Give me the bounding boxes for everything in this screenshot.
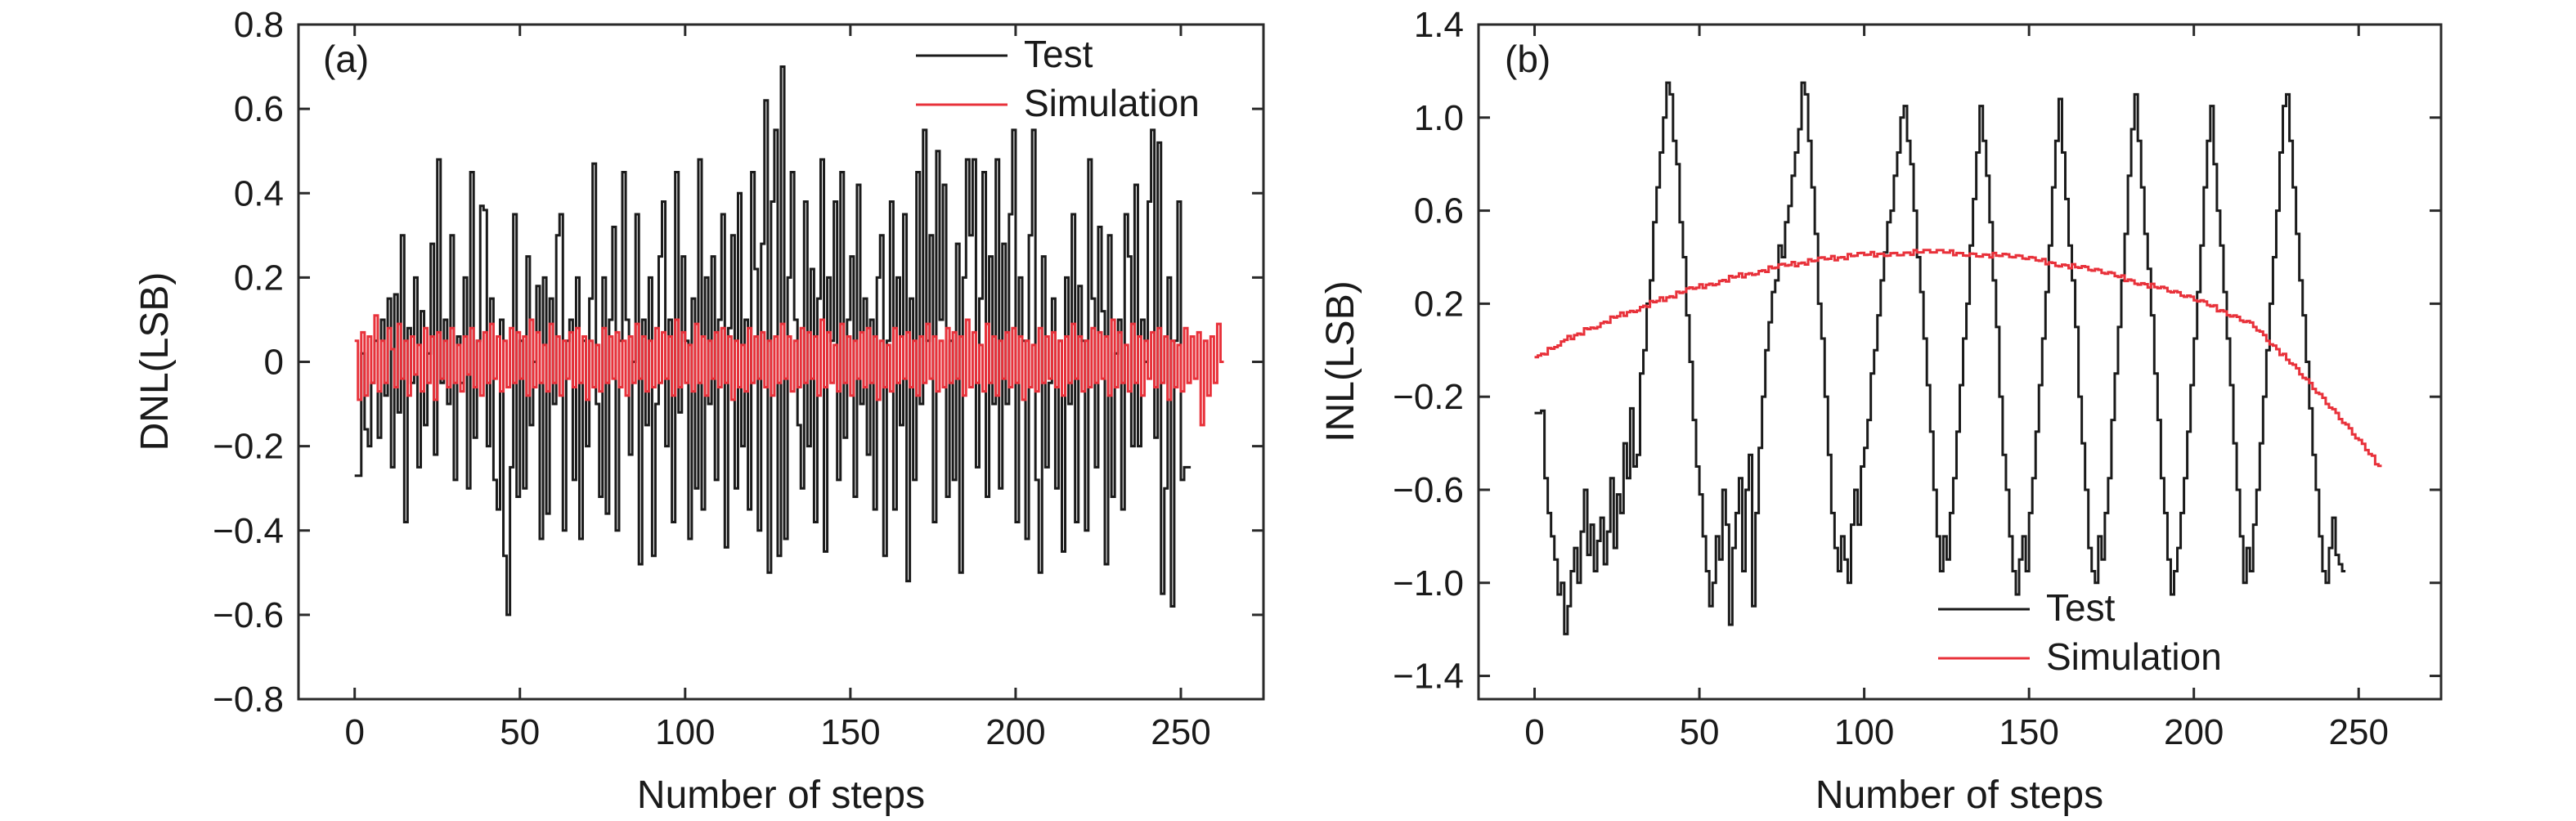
panel-a-x-tick-label: 150 [820,712,880,752]
panel-a-x-tick-label: 100 [655,712,715,752]
panel-a-y-tick-label: −0.8 [213,680,284,720]
panel-b-x-tick-label: 100 [1834,712,1894,752]
panel-a-y-tick-label: 0.6 [234,89,284,129]
panel-b-x-tick-label: 150 [1999,712,2058,752]
panel-a-x-tick-label: 0 [344,712,364,752]
panel-b-y-ticks: −1.4 −1.0 −0.6 −0.2 0.2 0.6 1.0 1.4 [1393,5,2441,697]
panel-b-y-tick-label: 0.6 [1414,191,1464,231]
panel-b-x-tick-label: 200 [2164,712,2224,752]
panel-b-x-axis-title: Number of steps [1815,774,2103,817]
panel-b-legend-test-label: Test [2046,586,2116,629]
panel-b-y-tick-label: 1.4 [1414,5,1464,45]
panel-a-legend: Test Simulation [916,33,1200,124]
panel-a-y-tick-label: 0 [264,343,284,383]
panel-b-y-tick-label: 0.2 [1414,284,1464,324]
panel-a-legend-test-label: Test [1024,33,1093,75]
panel-a-y-tick-label: 0.4 [234,173,284,213]
panel-b-y-tick-label: 1.0 [1414,98,1464,138]
panel-a-y-axis-title: DNL(LSB) [133,272,177,451]
panel-b-plot-frame [1477,23,2443,701]
panel-b-y-tick-label: −0.6 [1393,470,1464,510]
panel-a-series-test [354,65,1192,617]
panel-a-y-tick-label: 0.2 [234,258,284,298]
panel-a-series-simulation [354,314,1224,427]
panel-a-x-axis-title: Number of steps [637,774,925,817]
panel-a-y-ticks: −0.8 −0.6 −0.4 −0.2 0 0.2 0.4 0.6 0.8 [213,5,1263,720]
panel-b-series-simulation [1534,249,2382,468]
panel-b-series-test [1534,81,2346,635]
panel-a-series [354,65,1224,617]
panel-a-y-tick-label: −0.2 [213,427,284,467]
panel-b-y-tick-label: −0.2 [1393,377,1464,417]
panel-a: −0.8 −0.6 −0.4 −0.2 0 0.2 0.4 0.6 0.8 0 50 100 150 2… [133,5,1265,817]
panel-b-y-tick-label: −1.4 [1393,657,1464,697]
panel-b-y-axis-title: INL(LSB) [1319,280,1362,442]
panel-b-legend-simulation-label: Simulation [2046,635,2222,678]
panel-a-y-tick-label: −0.4 [213,511,284,551]
panel-a-x-tick-label: 50 [500,712,540,752]
panel-b-y-tick-label: −1.0 [1393,563,1464,603]
panel-a-legend-simulation-label: Simulation [1024,82,1200,124]
panel-b-x-tick-label: 0 [1524,712,1544,752]
panel-b-x-ticks: 0 50 100 150 200 250 [1524,25,2389,752]
panel-b-x-tick-label: 250 [2329,712,2389,752]
panel-b-legend: Test Simulation [1938,586,2222,678]
panel-b-label: (b) [1505,38,1551,80]
panel-b-x-tick-label: 50 [1680,712,1720,752]
panel-a-x-tick-label: 250 [1151,712,1210,752]
panel-b-series [1534,81,2382,635]
panel-a-y-tick-label: −0.6 [213,595,284,635]
panel-a-x-ticks: 0 50 100 150 200 250 [344,25,1211,752]
panel-b: −1.4 −1.0 −0.6 −0.2 0.2 0.6 1.0 1.4 0 50 100 150 20… [1319,5,2443,817]
panel-a-y-tick-label: 0.8 [234,5,284,45]
panel-a-label: (a) [323,38,369,80]
panel-a-x-tick-label: 200 [985,712,1045,752]
